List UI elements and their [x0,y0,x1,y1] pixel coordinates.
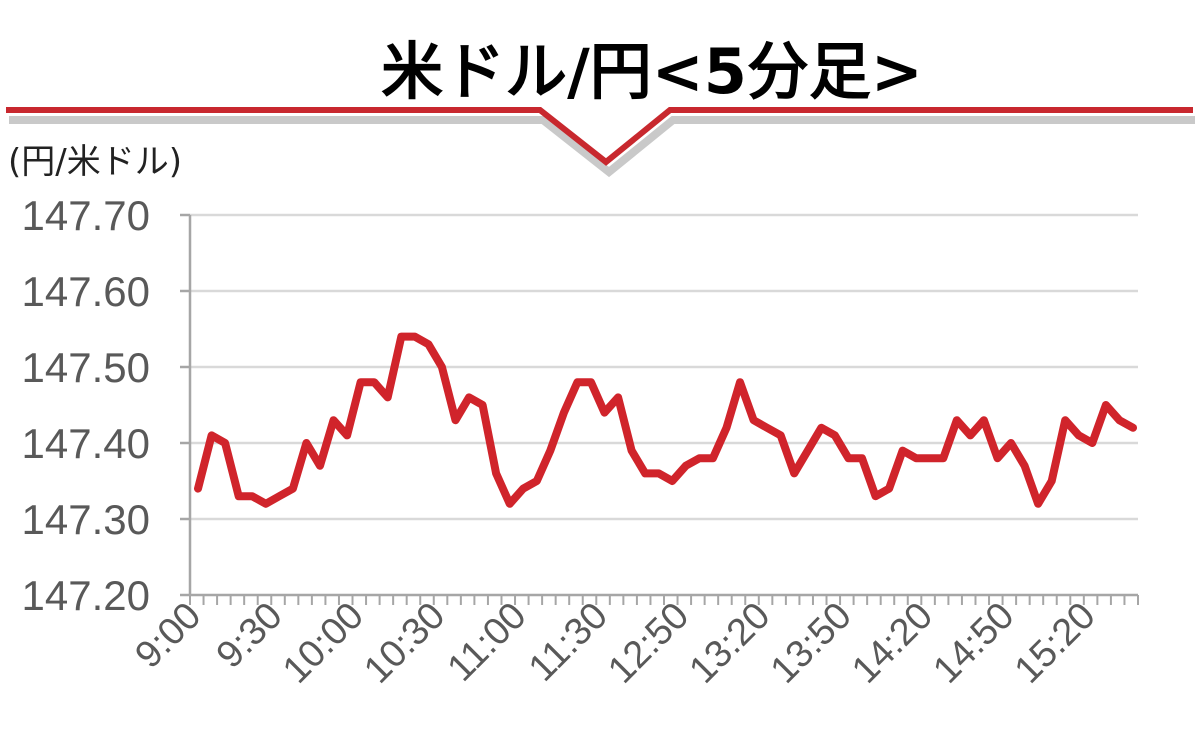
title-banner: 米ドル/円<5分足> [6,35,1195,178]
y-axis-ticks: 147.70 147.60 147.50 147.40 147.30 147.20 [22,192,190,619]
x-tick-label: 10:00 [275,595,372,692]
x-tick-label: 14:20 [844,595,941,692]
x-tick-label: 11:30 [521,595,616,690]
y-tick-label: 147.30 [22,496,150,543]
y-axis-unit-label: (円/米ドル) [8,142,182,182]
x-tick-label: 13:20 [682,595,779,692]
chart-title: 米ドル/円<5分足> [381,35,923,108]
x-tick-label: 15:20 [1007,595,1104,692]
gridlines [190,213,1138,521]
y-tick-label: 147.40 [22,420,150,467]
x-tick-label: 11:00 [440,595,535,690]
x-tick-label: 14:50 [925,595,1022,692]
x-tick-label: 12:50 [600,595,697,692]
y-tick-label: 147.60 [22,268,150,315]
x-tick-label: 10:30 [356,595,453,692]
y-tick-label: 147.70 [22,192,150,239]
series [194,332,1137,508]
series-line [194,332,1137,508]
y-tick-label: 147.50 [22,344,150,391]
x-axis-ticks: 9:00 9:3010:0010:3011:0011:3012:5013:2013… [127,595,1103,692]
banner-line-shadow [9,116,1195,178]
y-tick-label: 147.20 [22,572,150,619]
axes [188,215,1139,605]
banner-line [6,107,1193,166]
x-tick-label: 13:50 [763,595,860,692]
